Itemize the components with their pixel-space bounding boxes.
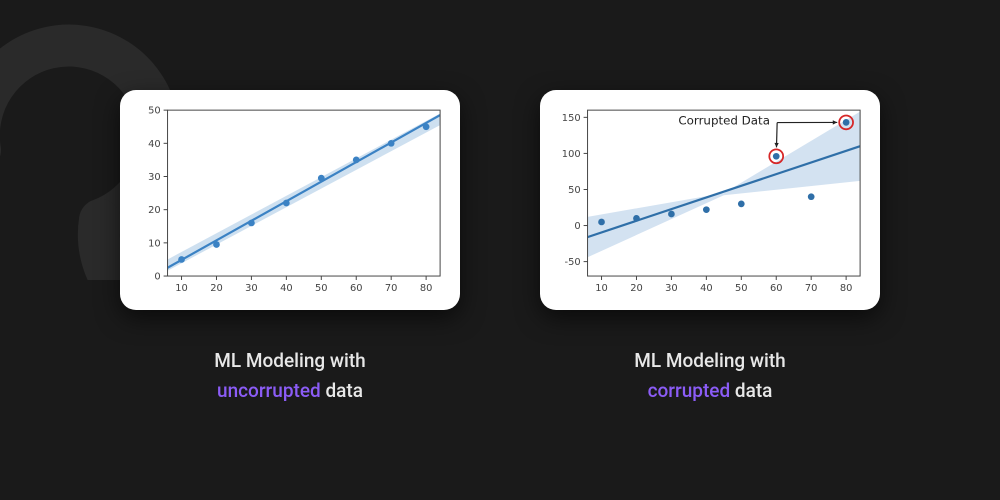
svg-text:10: 10 bbox=[595, 283, 608, 294]
left-panel: 10 20 30 40 50 60 70 80 0 10 20 30 40 50 ML Modeling … bbox=[120, 90, 460, 407]
svg-text:-50: -50 bbox=[565, 257, 581, 268]
svg-text:100: 100 bbox=[562, 149, 581, 160]
right-panel: Corrupted Data 10 20 30 40 50 60 70 80 -50 0 50 100 1… bbox=[540, 90, 880, 407]
right-caption-line1: ML Modeling with bbox=[634, 349, 785, 372]
svg-text:10: 10 bbox=[148, 238, 161, 249]
svg-text:40: 40 bbox=[700, 283, 713, 294]
svg-text:70: 70 bbox=[385, 283, 398, 294]
svg-text:0: 0 bbox=[154, 271, 160, 282]
svg-text:50: 50 bbox=[315, 283, 328, 294]
left-caption-highlight: uncorrupted bbox=[217, 379, 321, 402]
svg-text:40: 40 bbox=[148, 139, 161, 150]
svg-text:150: 150 bbox=[562, 113, 581, 124]
svg-text:70: 70 bbox=[805, 283, 818, 294]
svg-text:30: 30 bbox=[245, 283, 258, 294]
svg-text:Corrupted Data: Corrupted Data bbox=[678, 114, 770, 128]
uncorrupted-chart: 10 20 30 40 50 60 70 80 0 10 20 30 40 50 bbox=[132, 101, 448, 299]
svg-text:20: 20 bbox=[630, 283, 643, 294]
svg-text:60: 60 bbox=[770, 283, 783, 294]
svg-text:20: 20 bbox=[210, 283, 223, 294]
svg-text:80: 80 bbox=[420, 283, 433, 294]
svg-text:0: 0 bbox=[574, 221, 580, 232]
left-caption: ML Modeling with uncorrupted data bbox=[214, 346, 365, 407]
left-caption-rest: data bbox=[321, 379, 363, 402]
svg-text:20: 20 bbox=[148, 205, 161, 216]
svg-text:50: 50 bbox=[735, 283, 748, 294]
charts-container: 10 20 30 40 50 60 70 80 0 10 20 30 40 50 ML Modeling … bbox=[0, 0, 1000, 407]
right-chart-card: Corrupted Data 10 20 30 40 50 60 70 80 -50 0 50 100 1… bbox=[540, 90, 880, 310]
svg-text:50: 50 bbox=[568, 185, 581, 196]
right-caption-rest: data bbox=[730, 379, 772, 402]
svg-text:30: 30 bbox=[148, 172, 161, 183]
left-caption-line1: ML Modeling with bbox=[214, 349, 365, 372]
svg-text:50: 50 bbox=[148, 106, 161, 117]
svg-text:10: 10 bbox=[175, 283, 188, 294]
svg-text:80: 80 bbox=[840, 283, 853, 294]
svg-text:40: 40 bbox=[280, 283, 293, 294]
left-chart-card: 10 20 30 40 50 60 70 80 0 10 20 30 40 50 bbox=[120, 90, 460, 310]
svg-text:30: 30 bbox=[665, 283, 678, 294]
svg-text:60: 60 bbox=[350, 283, 363, 294]
right-caption: ML Modeling with corrupted data bbox=[634, 346, 785, 407]
corrupted-chart: Corrupted Data 10 20 30 40 50 60 70 80 -50 0 50 100 1… bbox=[552, 101, 868, 299]
right-caption-highlight: corrupted bbox=[648, 379, 731, 402]
